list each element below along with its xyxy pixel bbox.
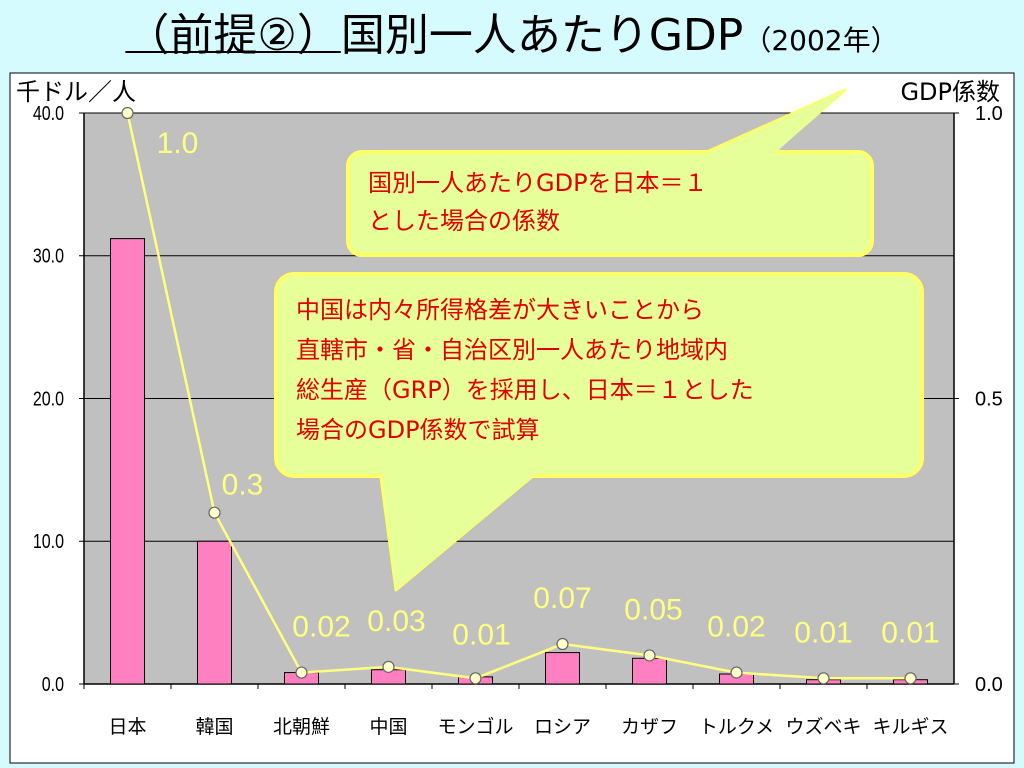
gdp-coefficient-data-label: 1.0 [157,127,199,160]
gdp-coefficient-data-label: 0.07 [533,582,591,615]
gdp-coefficient-point [382,660,395,673]
gdp-coefficient-data-label: 0.01 [794,616,852,649]
bar [110,238,145,685]
x-category-label: キルギス [872,716,948,738]
bar [632,657,667,685]
callout-gdp-coefficient-box [346,150,874,257]
x-category-label: トルクメ [699,716,774,738]
title-prefix: （前提②） [125,10,341,61]
x-category-label: 北朝鮮 [273,716,330,738]
gdp-coefficient-data-label: 0.01 [881,616,939,649]
x-category-label: 韓国 [195,716,233,738]
y-right-tick-label: 0.5 [975,389,1003,411]
callout-china-note-box [274,272,924,478]
gdp-coefficient-data-label: 0.01 [452,618,510,651]
gdp-coefficient-point [817,672,830,685]
x-category-label: 中国 [369,716,407,738]
gdp-coefficient-line [126,112,911,680]
gdp-coefficient-data-label: 0.02 [292,611,350,644]
x-category-label: 日本 [108,716,146,738]
gdp-coefficient-point [121,106,134,120]
y-left-axis-title: 千ドル／人 [16,78,136,106]
bar [197,540,232,685]
gdp-coefficient-data-label: 0.05 [624,593,682,626]
x-category-label: モンゴル [437,716,513,738]
y-left-tick-label: 30.0 [33,245,64,267]
y-right-tick-label: 0.0 [975,674,1003,696]
gdp-coefficient-point [904,672,917,685]
y-right-tick-label: 1.0 [975,103,1003,125]
x-category-label: ウズベキ [785,716,861,738]
bar [545,652,580,685]
slide-title: （前提②）国別一人あたりGDP（2002年） [0,6,1024,71]
y-left-tick-label: 20.0 [33,388,64,410]
gdp-coefficient-data-label: 0.03 [367,605,425,638]
y-left-tick-label: 0.0 [42,673,64,695]
callout-gdp-coefficient-text: 国別一人あたりGDPを日本＝１ とした場合の係数 [368,169,708,235]
x-category-label: カザフ [621,716,678,738]
gdp-coefficient-point [208,506,221,519]
gdp-coefficient-data-label: 0.02 [707,611,765,644]
callout-gdp-coefficient-pointer-fill [702,90,845,156]
title-year: （2002年） [743,24,899,57]
y-left-tick-label: 40.0 [33,102,64,124]
y-right-axis-title: GDP係数 [900,78,1000,106]
gdp-coefficient-point [295,666,308,679]
y-left-tick-label: 10.0 [33,531,64,553]
x-category-label: ロシア [534,716,591,738]
gdp-coefficient-point [556,637,569,651]
title-main: 国別一人あたりGDP [340,10,744,61]
callout-china-note-pointer-fill [382,474,536,590]
gdp-coefficient-point [469,672,482,685]
gdp-coefficient-point [730,666,743,679]
callout-china-note-text: 中国は内々所得格差が大きいことから 直轄市・省・自治区別一人あたり地域内 総生産… [296,296,754,444]
gdp-coefficient-data-label: 0.3 [222,469,264,502]
gdp-coefficient-point [643,649,656,662]
